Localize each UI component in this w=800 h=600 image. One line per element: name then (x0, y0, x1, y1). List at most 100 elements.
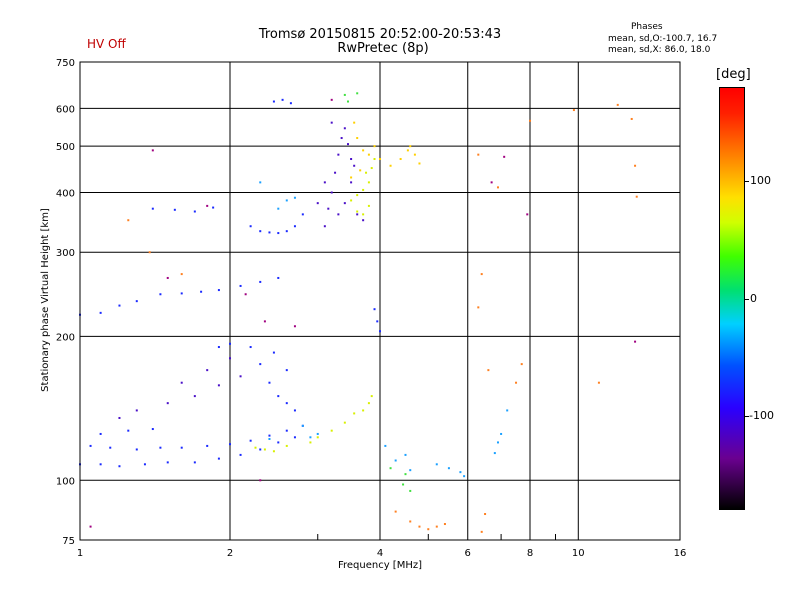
data-point (367, 204, 370, 207)
data-point (362, 409, 365, 412)
data-point (151, 207, 154, 210)
data-point (239, 453, 242, 456)
y-tick-label: 600 (56, 104, 75, 115)
data-point (285, 230, 288, 233)
data-point (346, 143, 349, 146)
data-point (480, 273, 483, 276)
data-point (316, 432, 319, 435)
data-point (259, 448, 262, 451)
data-point (353, 412, 356, 415)
data-point (362, 219, 365, 222)
data-point (343, 421, 346, 424)
data-point (180, 446, 183, 449)
colorbar-tick-mark (745, 416, 749, 417)
data-point (634, 340, 637, 343)
data-point (526, 213, 529, 216)
data-point (249, 225, 252, 228)
data-point (127, 219, 130, 222)
data-point (239, 284, 242, 287)
data-point (459, 471, 462, 474)
data-point (268, 437, 271, 440)
data-point (285, 429, 288, 432)
data-point (496, 441, 499, 444)
data-point (259, 230, 262, 233)
data-point (277, 207, 280, 210)
data-point (597, 381, 600, 384)
data-point (353, 121, 356, 124)
data-point (118, 416, 121, 419)
data-point (323, 225, 326, 228)
data-point (520, 363, 523, 366)
data-point (367, 402, 370, 405)
y-tick-label: 75 (62, 536, 75, 547)
data-point (285, 369, 288, 372)
data-point (293, 225, 296, 228)
data-point (285, 444, 288, 447)
data-point (217, 346, 220, 349)
data-point (316, 436, 319, 439)
x-tick-label: 1 (77, 548, 83, 559)
data-point (259, 181, 262, 184)
phase-colorbar (719, 87, 745, 510)
data-point (239, 375, 242, 378)
data-point (217, 384, 220, 387)
data-point (616, 103, 619, 106)
y-axis-label: Stationary phase Virtual Height [km] (40, 208, 51, 392)
y-tick-label: 200 (56, 332, 75, 343)
data-point (496, 186, 499, 189)
data-point (413, 153, 416, 156)
x-tick-label: 8 (527, 548, 533, 559)
data-point (99, 463, 102, 466)
phases-heading: Phases (631, 22, 663, 32)
data-point (268, 434, 271, 437)
data-point (330, 121, 333, 124)
data-point (323, 181, 326, 184)
data-point (379, 158, 381, 161)
data-point (379, 330, 381, 333)
data-point (370, 167, 373, 170)
data-point (350, 199, 353, 202)
data-point (217, 289, 220, 292)
data-point (143, 463, 146, 466)
data-point (330, 429, 333, 432)
data-point (159, 293, 162, 296)
data-point (229, 357, 231, 360)
data-point (463, 475, 466, 478)
data-point (343, 127, 346, 130)
data-point (135, 409, 138, 412)
data-point (330, 98, 333, 101)
colorbar-tick-label: 0 (750, 291, 757, 305)
data-point (285, 199, 288, 202)
data-point (402, 483, 405, 486)
data-point (634, 164, 637, 167)
data-point (180, 273, 183, 276)
data-point (353, 164, 356, 167)
data-point (477, 153, 480, 156)
data-point (356, 92, 359, 95)
data-point (301, 424, 304, 427)
data-point (109, 446, 112, 449)
y-tick-label: 500 (56, 142, 75, 153)
data-point (301, 213, 304, 216)
data-point (206, 444, 209, 447)
data-point (362, 188, 365, 191)
data-point (293, 409, 296, 412)
data-point (572, 109, 575, 112)
data-point (285, 402, 288, 405)
data-point (350, 158, 353, 161)
data-point (263, 448, 266, 451)
data-point (389, 467, 392, 470)
data-point (337, 153, 340, 156)
data-point (180, 292, 183, 295)
x-tick-label: 4 (377, 548, 383, 559)
colorbar-tick-label: -100 (749, 409, 774, 422)
x-tick-label: 6 (465, 548, 471, 559)
y-tick-label: 400 (56, 188, 75, 199)
data-point (289, 102, 292, 105)
data-point (484, 513, 487, 516)
data-point (135, 300, 138, 303)
data-point (268, 231, 271, 234)
data-point (500, 432, 503, 435)
data-point (259, 280, 262, 283)
